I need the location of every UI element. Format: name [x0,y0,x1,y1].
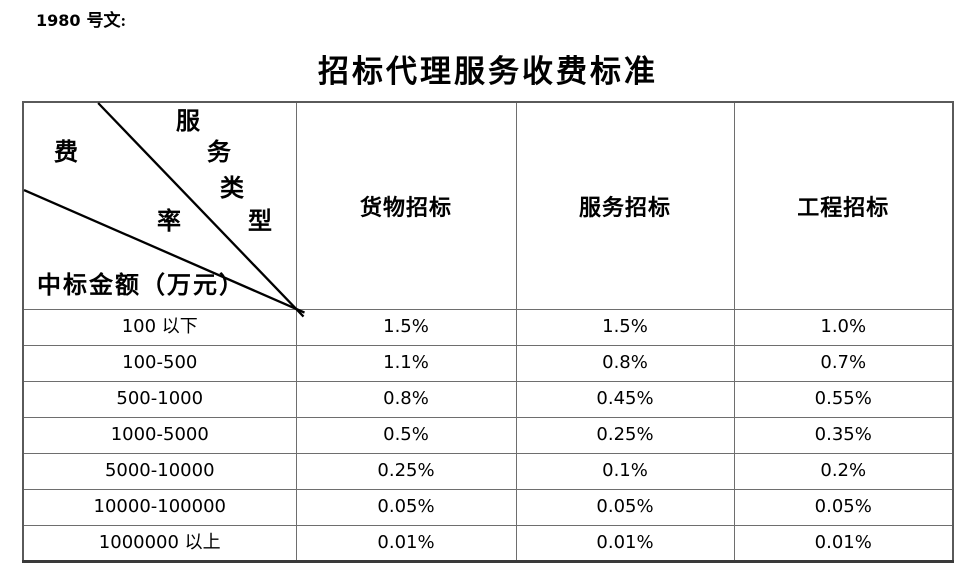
row-label: 100 以下 [22,308,297,346]
table-row: 10000-100000 0.05% 0.05% 0.05% [22,488,954,526]
fee-rate-char-2: 率 [157,209,181,235]
col-header-service: 服务招标 [515,101,735,310]
row-label: 1000000 以上 [22,524,297,562]
fee-standard-table: 服 务 类 型 费 率 中标金额（万元） 货物招标 服务招标 工程招标 100 … [22,101,954,563]
table-row: 100-500 1.1% 0.8% 0.7% [22,344,954,382]
service-type-char-2: 务 [207,140,231,166]
table-row: 1000000 以上 0.01% 0.01% 0.01% [22,524,954,562]
fee-value: 1.1% [295,344,517,382]
fee-value: 0.55% [733,380,954,418]
table-row: 5000-10000 0.25% 0.1% 0.2% [22,452,954,490]
fee-value: 0.45% [515,380,735,418]
table-row: 500-1000 0.8% 0.45% 0.55% [22,380,954,418]
fee-value: 1.5% [295,308,517,346]
diagonal-lines [23,102,305,318]
row-label: 10000-100000 [22,488,297,526]
row-label: 500-1000 [22,380,297,418]
col-header-goods: 货物招标 [295,101,517,310]
service-type-char-3: 类 [220,176,244,202]
row-label: 5000-10000 [22,452,297,490]
fee-value: 0.25% [295,452,517,490]
fee-value: 0.01% [733,524,954,562]
doc-number-label: 1980 号文: [36,6,126,31]
fee-value: 0.35% [733,416,954,454]
service-type-char-4: 型 [248,209,272,235]
table-row: 1000-5000 0.5% 0.25% 0.35% [22,416,954,454]
table-row: 100 以下 1.5% 1.5% 1.0% [22,308,954,346]
row-label: 1000-5000 [22,416,297,454]
doc-number-suffix: 号文: [86,11,127,30]
fee-value: 0.01% [295,524,517,562]
corner-header-cell: 服 务 类 型 费 率 中标金额（万元） [22,101,305,318]
fee-value: 0.2% [733,452,954,490]
fee-value: 0.25% [515,416,735,454]
table-header-row: 服 务 类 型 费 率 中标金额（万元） 货物招标 服务招标 工程招标 [22,101,954,318]
col-header-engineering: 工程招标 [733,101,954,310]
fee-value: 0.8% [515,344,735,382]
fee-value: 1.5% [515,308,735,346]
fee-value: 0.05% [515,488,735,526]
service-type-char-1: 服 [176,109,200,135]
fee-value: 1.0% [733,308,954,346]
fee-value: 0.5% [295,416,517,454]
page-title: 招标代理服务收费标准 [318,54,658,89]
fee-value: 0.05% [295,488,517,526]
fee-value: 0.1% [515,452,735,490]
row-label: 100-500 [22,344,297,382]
fee-value: 0.01% [515,524,735,562]
fee-rate-char-1: 费 [54,140,78,166]
fee-value: 0.8% [295,380,517,418]
amount-axis-label: 中标金额（万元） [37,273,245,299]
fee-value: 0.05% [733,488,954,526]
doc-number: 1980 [36,11,81,30]
fee-value: 0.7% [733,344,954,382]
